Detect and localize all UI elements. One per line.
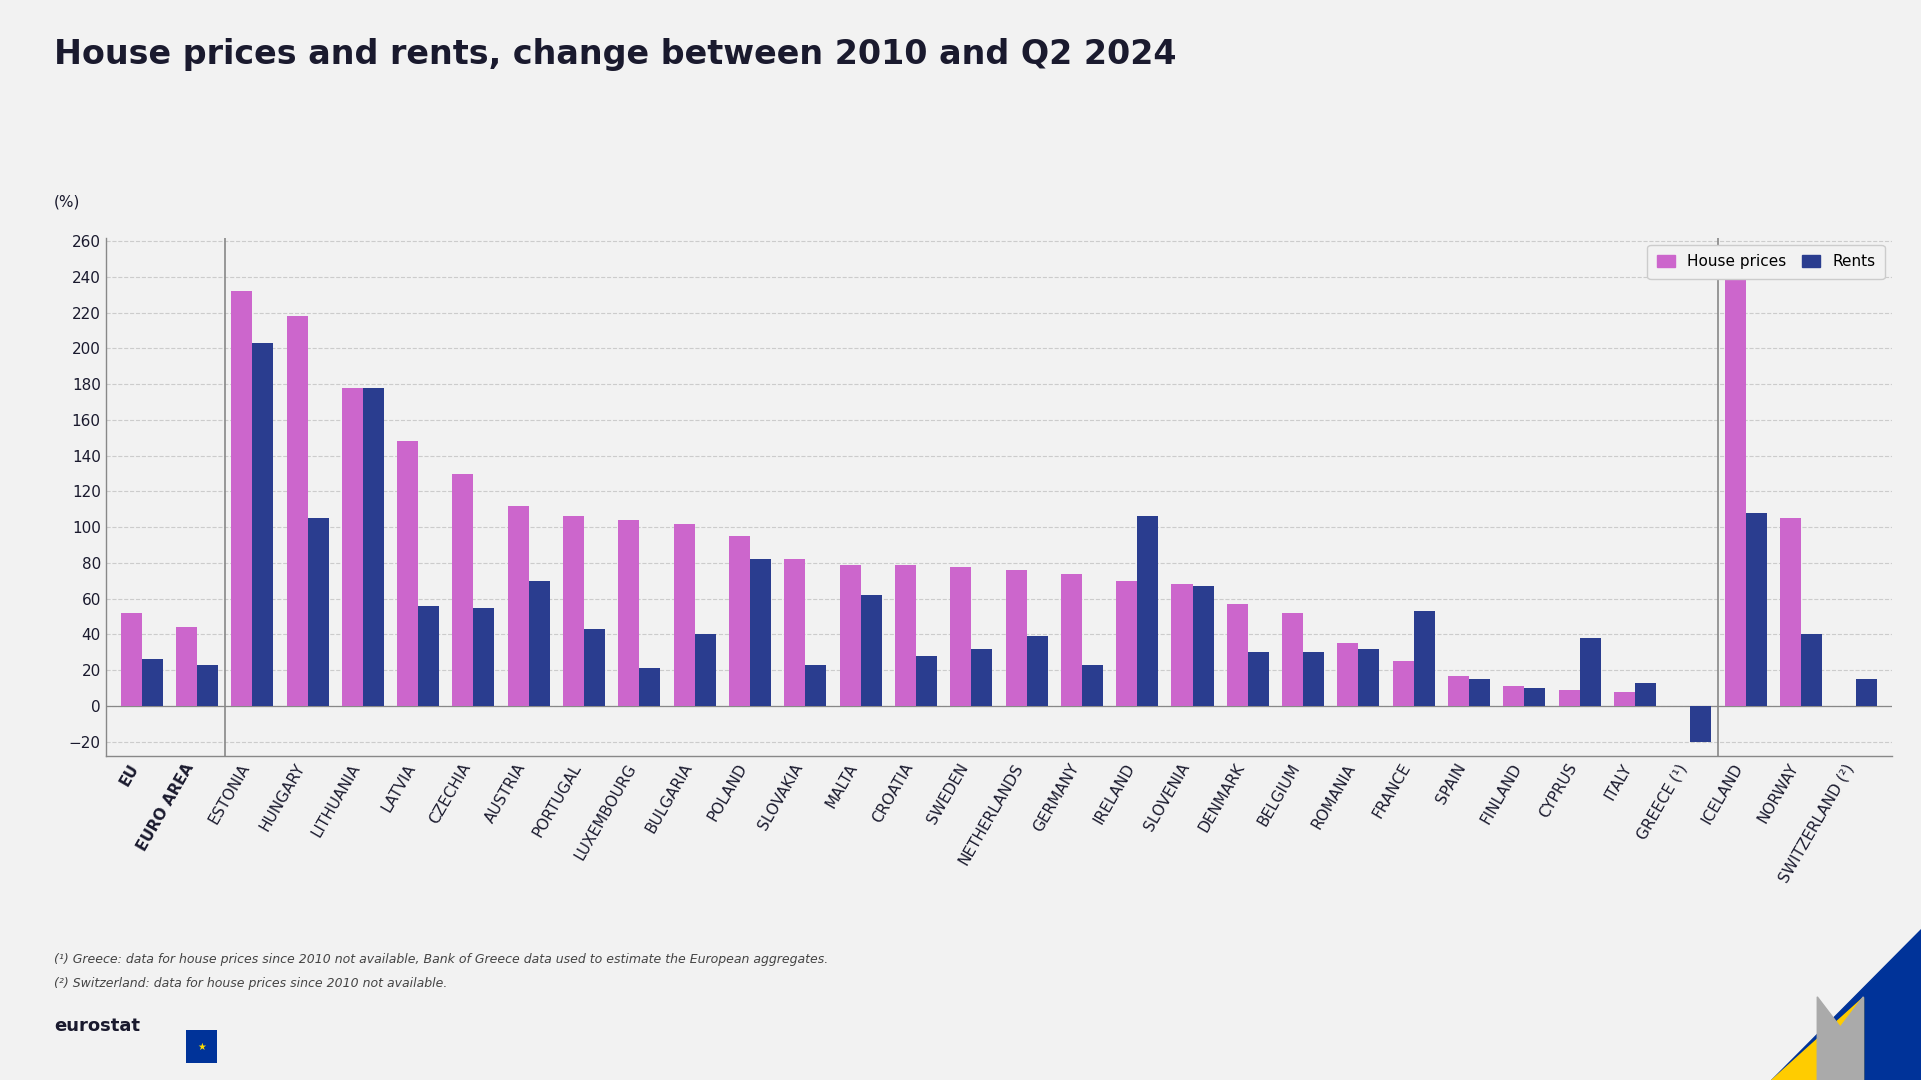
Text: (¹) Greece: data for house prices since 2010 not available, Bank of Greece data : (¹) Greece: data for house prices since …: [54, 953, 828, 966]
Bar: [784, 559, 805, 706]
Text: eurostat: eurostat: [54, 1016, 140, 1035]
Bar: [1193, 586, 1214, 706]
Bar: [398, 442, 419, 706]
Bar: [1800, 634, 1821, 706]
Bar: [1635, 683, 1656, 706]
Bar: [1172, 584, 1193, 706]
Bar: [1558, 690, 1579, 706]
Bar: [895, 565, 916, 706]
Bar: [1725, 271, 1746, 706]
Bar: [1060, 573, 1082, 706]
Bar: [805, 665, 826, 706]
Bar: [640, 669, 661, 706]
Bar: [1448, 676, 1470, 706]
Bar: [231, 292, 252, 706]
Bar: [307, 518, 328, 706]
Bar: [121, 613, 142, 706]
Bar: [363, 388, 384, 706]
Polygon shape: [1771, 929, 1921, 1080]
Bar: [1026, 636, 1047, 706]
Polygon shape: [1817, 997, 1863, 1080]
Bar: [1504, 686, 1525, 706]
Bar: [1579, 638, 1600, 706]
Bar: [1337, 644, 1358, 706]
Bar: [1414, 611, 1435, 706]
Bar: [453, 473, 473, 706]
Bar: [198, 665, 217, 706]
Bar: [419, 606, 440, 706]
Bar: [177, 627, 198, 706]
Bar: [1137, 516, 1158, 706]
Text: (%): (%): [54, 194, 81, 210]
Bar: [286, 316, 307, 706]
Bar: [839, 565, 861, 706]
Bar: [1005, 570, 1026, 706]
Bar: [1228, 604, 1249, 706]
Bar: [1116, 581, 1137, 706]
Bar: [1082, 665, 1103, 706]
Bar: [674, 524, 695, 706]
Bar: [584, 629, 605, 706]
Bar: [619, 521, 640, 706]
Bar: [1393, 661, 1414, 706]
Legend: House prices, Rents: House prices, Rents: [1648, 245, 1885, 279]
Bar: [1781, 518, 1800, 706]
Bar: [563, 516, 584, 706]
Bar: [728, 536, 749, 706]
Text: House prices and rents, change between 2010 and Q2 2024: House prices and rents, change between 2…: [54, 38, 1176, 71]
Bar: [252, 343, 273, 706]
Bar: [1856, 679, 1877, 706]
Bar: [1525, 688, 1544, 706]
Bar: [916, 656, 937, 706]
Polygon shape: [1771, 997, 1863, 1080]
Bar: [1470, 679, 1491, 706]
Bar: [861, 595, 882, 706]
Bar: [972, 649, 993, 706]
Bar: [695, 634, 717, 706]
Bar: [1690, 706, 1712, 742]
Bar: [507, 505, 528, 706]
Bar: [1302, 652, 1324, 706]
Bar: [528, 581, 549, 706]
Bar: [142, 660, 163, 706]
Bar: [1281, 613, 1302, 706]
Bar: [951, 567, 972, 706]
Text: ★: ★: [198, 1041, 206, 1052]
Bar: [342, 388, 363, 706]
Bar: [1249, 652, 1270, 706]
Bar: [1358, 649, 1379, 706]
Bar: [749, 559, 770, 706]
Bar: [1614, 691, 1635, 706]
Bar: [473, 608, 494, 706]
Text: (²) Switzerland: data for house prices since 2010 not available.: (²) Switzerland: data for house prices s…: [54, 977, 448, 990]
Bar: [1746, 513, 1767, 706]
